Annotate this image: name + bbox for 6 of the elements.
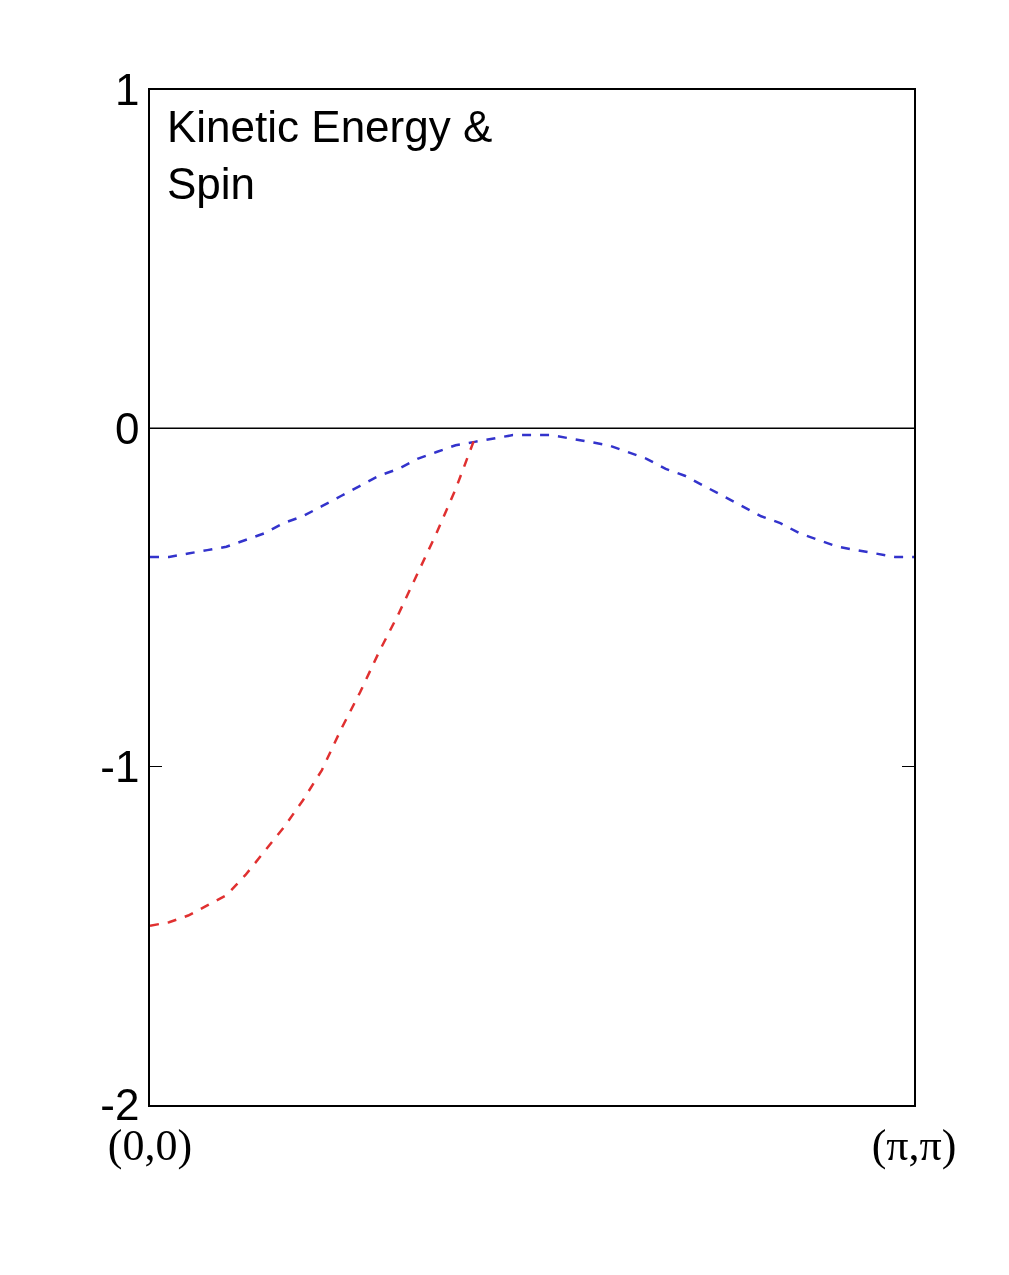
y-tick-label: -1 [100, 742, 140, 792]
annotation: Kinetic Energy & Spin [167, 102, 493, 209]
x-tick-label: (π,π) [871, 1120, 957, 1170]
line-series [150, 433, 914, 559]
y-tick-label: 1 [114, 65, 140, 115]
y-tick-label: 0 [114, 403, 140, 453]
